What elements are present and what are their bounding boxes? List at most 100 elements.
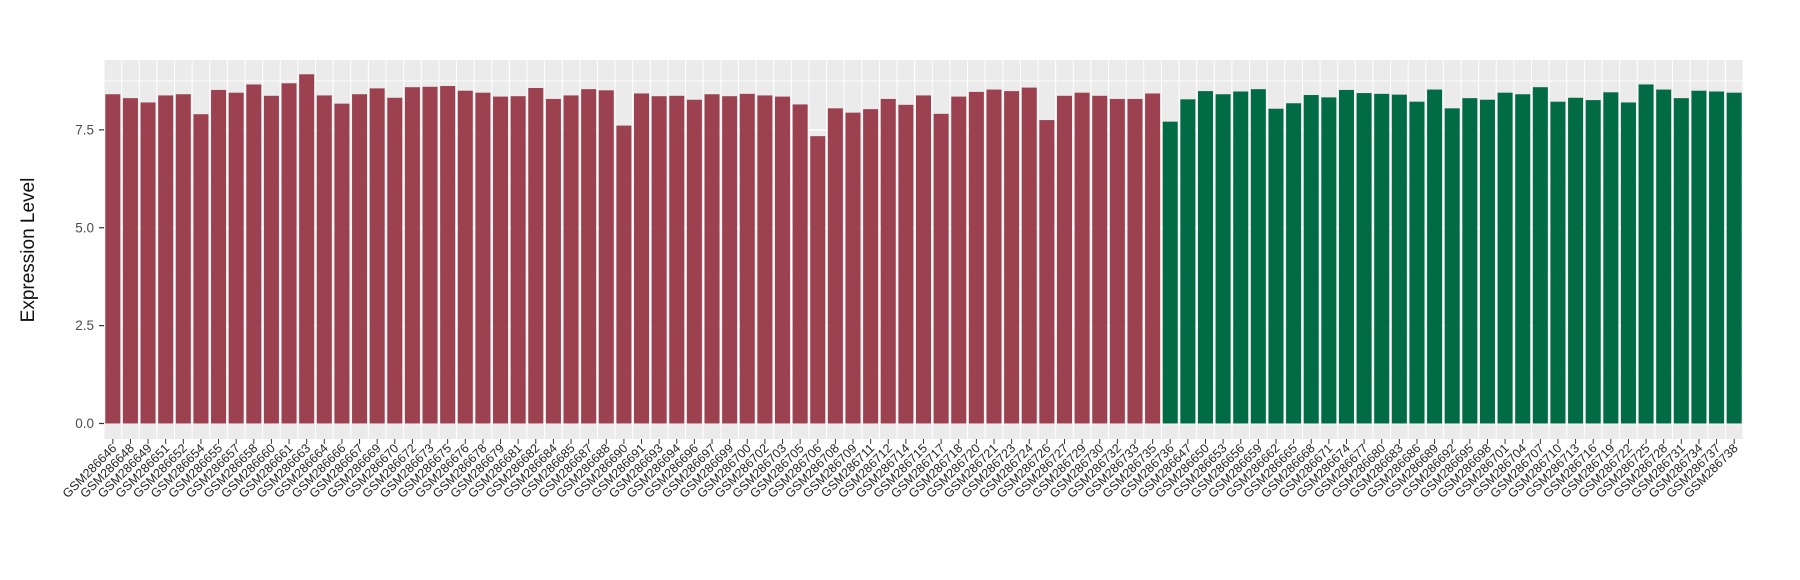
bar [1268,108,1284,424]
bar [1603,92,1619,424]
bar [1479,99,1495,424]
bar [616,125,632,424]
bar [1233,91,1249,424]
bar [528,87,544,424]
bar [1638,84,1654,424]
bar [1568,97,1584,424]
bar [352,94,368,424]
bar [140,102,156,424]
bar [933,113,949,424]
bar [122,98,138,424]
bar [1074,92,1090,424]
bar [1127,98,1143,424]
bar [1409,101,1425,424]
bar [581,89,597,424]
bar [211,89,227,424]
y-tick-label: 7.5 [75,122,94,137]
bar [634,93,650,424]
bar [827,108,843,424]
bar [1444,108,1460,424]
bar [598,90,614,424]
bar [1673,98,1689,424]
bar [422,86,438,424]
bar [457,90,473,424]
y-tick-label: 2.5 [75,318,94,333]
bar [1145,93,1161,424]
axis-ticks [99,129,1735,444]
y-tick-label: 0.0 [75,416,94,431]
bar [1092,95,1108,424]
bar [1726,92,1742,424]
bar [1550,101,1566,424]
bar [316,95,332,424]
bar [968,91,984,424]
bar [916,95,931,424]
bar [1356,93,1372,424]
bar [722,96,738,424]
bar [334,103,350,424]
bar [651,96,667,424]
bar [1250,89,1266,424]
bar [845,112,861,424]
bar [704,94,720,424]
bar [158,95,174,424]
bar [440,86,456,424]
bar [1039,120,1055,424]
bar [369,88,385,424]
bar [669,95,685,424]
bar [775,96,791,424]
bar [1585,100,1601,424]
bar [1162,121,1178,424]
bar [810,136,826,424]
bar [1286,103,1302,424]
bar [1374,93,1390,424]
bar [545,98,561,424]
bar [1180,99,1196,424]
bar [1338,89,1354,424]
bar [1427,89,1443,424]
bar [1021,87,1037,424]
bar [510,96,526,424]
bar [281,83,297,424]
bar [246,84,262,424]
bar [175,94,191,424]
y-axis-tick-labels: 0.0 2.5 5.0 7.5 [75,122,94,431]
bar [105,94,121,424]
y-tick-label: 5.0 [75,220,94,235]
bar [792,104,808,424]
bar [1215,94,1231,424]
bar [193,114,209,424]
bar [1620,102,1636,424]
bar [387,97,403,424]
bar [1391,94,1407,424]
bar [1515,94,1531,424]
bar [1197,91,1213,424]
bar [1462,98,1478,424]
bar [1709,91,1725,424]
bar [563,95,579,424]
bar [228,92,244,424]
bar [263,95,279,424]
bar [757,95,773,424]
bar [880,98,896,424]
y-axis-title: Expression Level [18,178,39,323]
bar [898,104,914,424]
bar [1656,89,1672,424]
bar [1691,90,1707,424]
bar [951,96,967,424]
bar [1532,87,1548,424]
x-axis-tick-labels: GSM286646GSM286648GSM286649GSM286651GSM2… [60,441,1741,501]
bar [986,89,1002,424]
bar [1056,95,1072,424]
bar [863,109,879,424]
bar [739,93,755,424]
bar [299,74,315,424]
bar [1109,98,1125,424]
bar [1303,95,1319,424]
bar [1321,97,1337,424]
bars [105,74,1742,424]
bar [475,92,491,424]
bar [1497,92,1513,424]
